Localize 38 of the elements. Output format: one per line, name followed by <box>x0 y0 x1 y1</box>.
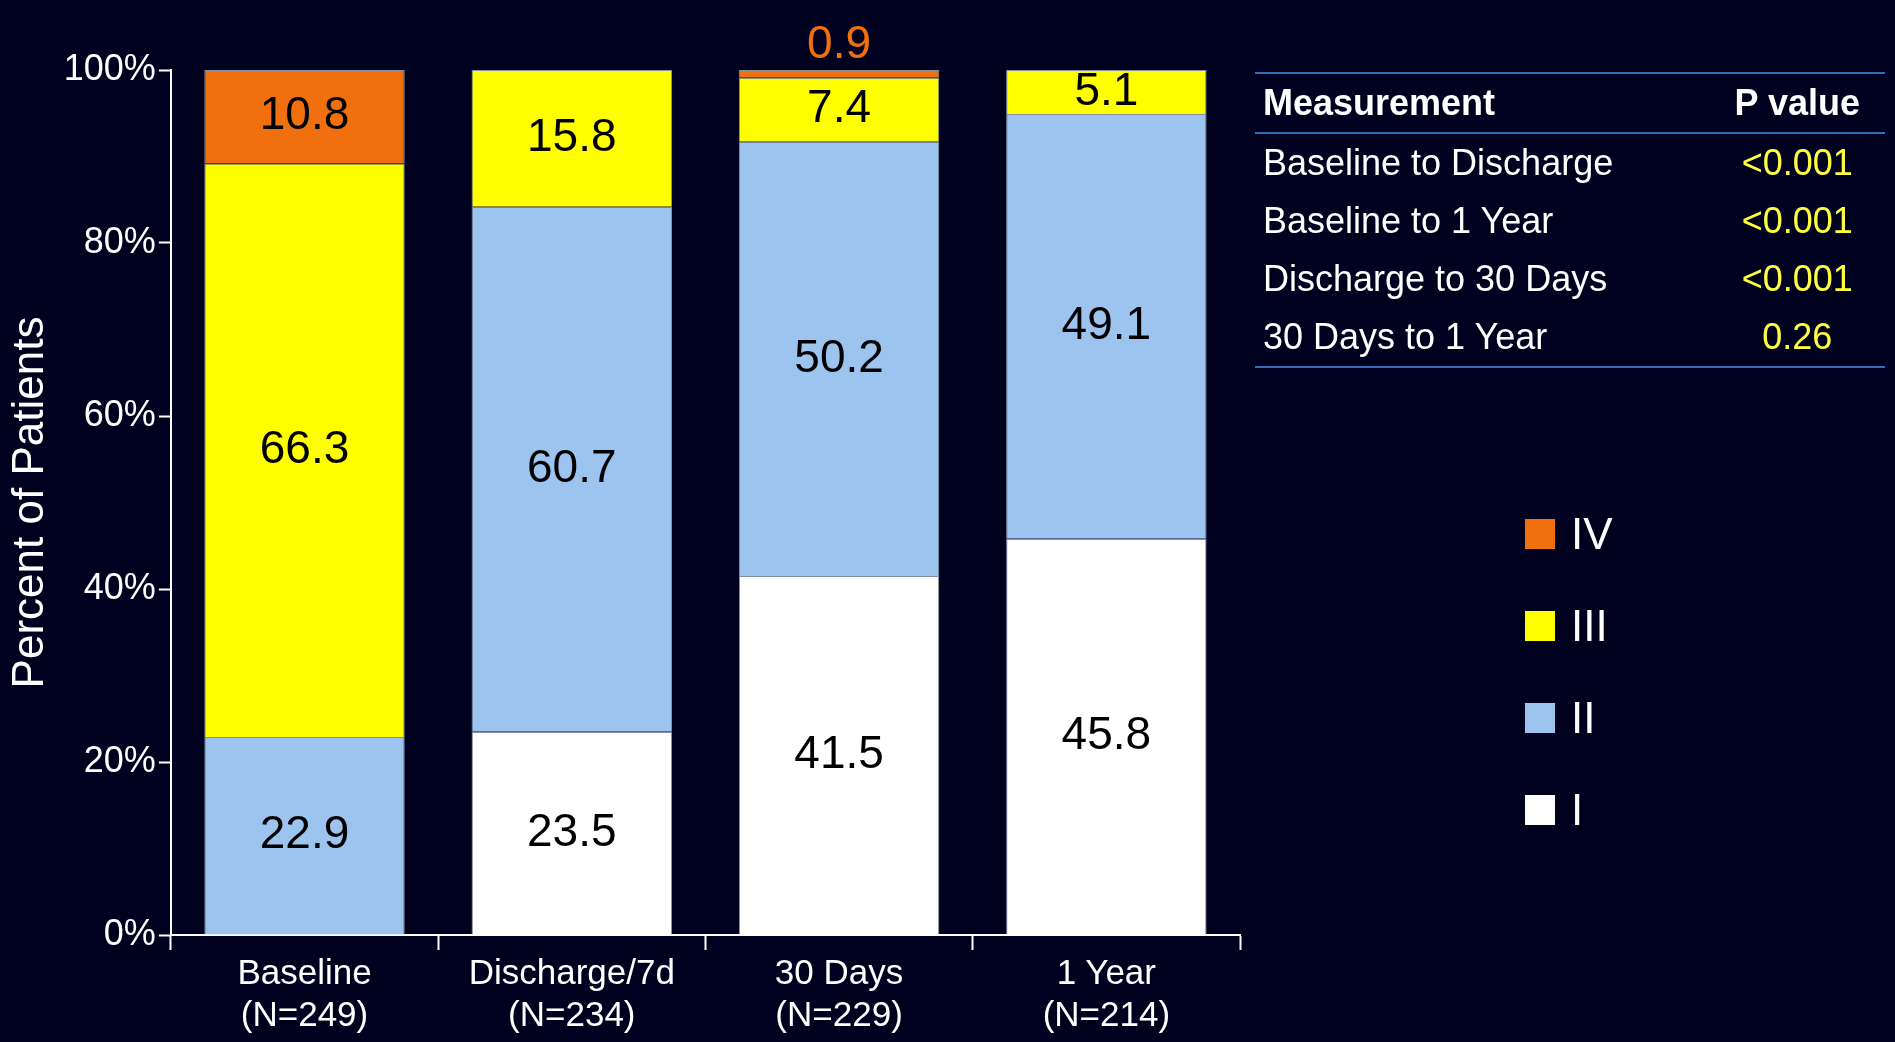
x-tick-label: 30 Days (N=229) <box>774 951 904 1033</box>
legend-label: IV <box>1571 509 1613 559</box>
y-tick-label: 0% <box>103 911 156 953</box>
text: Baseline to Discharge <box>1262 141 1615 185</box>
text: <0.001 <box>1740 141 1854 185</box>
y-axis-title: Percent of Patients <box>2 316 52 689</box>
data-label: 7.4 <box>807 80 872 133</box>
x-tick-label: Baseline (N=249) <box>237 951 372 1033</box>
data-label: 49.1 <box>1061 297 1152 350</box>
y-tick-label: 60% <box>83 392 156 434</box>
y-tick-label: 20% <box>83 738 156 780</box>
y-tick-label: 40% <box>83 565 156 607</box>
data-label: 60.7 <box>527 439 617 492</box>
text: 0.26 <box>1761 315 1834 359</box>
text: <0.001 <box>1740 199 1854 243</box>
legend-label: I <box>1571 785 1584 835</box>
data-label: 10.8 <box>259 87 350 140</box>
x-tick-label: Discharge/7d (N=234) <box>468 951 675 1033</box>
text: Discharge to 30 Days <box>1262 257 1609 301</box>
y-tick-label: 100% <box>63 46 156 88</box>
y-tick-label: 80% <box>83 219 156 261</box>
data-label: 15.8 <box>527 109 617 162</box>
text: <0.001 <box>1740 257 1854 301</box>
text: P value <box>1709 73 1885 133</box>
text: 30 Days to 1 Year <box>1262 315 1549 359</box>
legend-label: II <box>1571 693 1596 743</box>
x-tick-label: 1 Year (N=214) <box>1042 951 1171 1033</box>
data-label: 45.8 <box>1061 707 1152 760</box>
data-label: 22.9 <box>259 806 350 859</box>
data-label: 41.5 <box>794 725 884 778</box>
data-label: 5.1 <box>1074 62 1139 115</box>
data-label: 50.2 <box>794 329 884 382</box>
data-label: 23.5 <box>527 803 617 856</box>
text: Measurement <box>1255 73 1710 133</box>
legend-label: III <box>1571 601 1608 651</box>
data-label: 66.3 <box>259 420 350 473</box>
data-label: 0.9 <box>807 15 872 68</box>
text: Baseline to 1 Year <box>1262 199 1555 243</box>
